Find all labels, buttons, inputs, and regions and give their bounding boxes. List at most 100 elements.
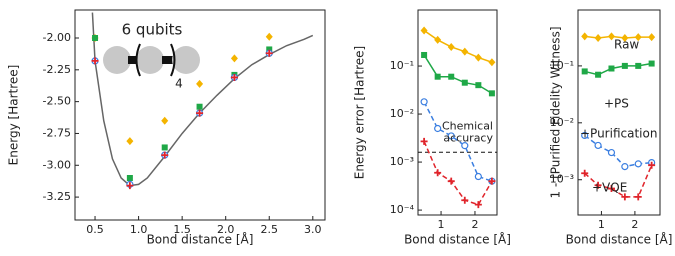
marker-square (448, 73, 455, 80)
y-tick-label: 10⁻² (390, 107, 414, 120)
marker-diamond (474, 53, 482, 62)
marker-plus (91, 57, 99, 65)
marker-circle (581, 131, 589, 140)
marker-plus (447, 177, 455, 185)
marker-plus (265, 49, 273, 57)
marker-square (581, 68, 588, 75)
marker-square (488, 90, 495, 97)
marker-diamond (161, 116, 169, 125)
x-tick-label: 2 (631, 218, 638, 231)
marker-diamond (434, 35, 442, 44)
annotation: accuracy (443, 131, 493, 144)
y-tick-label: 10⁻³ (550, 173, 574, 186)
y-tick-label: 10⁻¹ (390, 59, 414, 72)
x-tick-label: 2 (471, 218, 478, 231)
marker-square (621, 62, 628, 69)
marker-square (196, 103, 203, 110)
marker-circle (621, 163, 629, 171)
series-label: +Purification (580, 127, 657, 141)
marker-square (595, 71, 602, 78)
annotation: 6 qubits (122, 21, 183, 39)
marker-diamond (621, 33, 629, 42)
marker-square (475, 82, 482, 89)
x-axis-label: Bond distance [Å] (404, 232, 511, 247)
series-line (423, 141, 493, 206)
exact-curve (91, 12, 314, 187)
series-label: +PS (604, 97, 629, 111)
y-axis-label: Energy error [Hartree] (353, 46, 367, 180)
annotation: Chemical (442, 119, 493, 132)
marker-plus (634, 193, 642, 201)
marker-plus (488, 177, 496, 185)
plot-frame (417, 9, 498, 216)
marker-plus (474, 201, 482, 209)
marker-square (161, 144, 168, 151)
marker-diamond (265, 32, 273, 41)
x-axis-label: Bond distance [Å] (147, 232, 254, 247)
y-tick-label: -2.00 (43, 31, 71, 44)
marker-circle (434, 124, 442, 133)
marker-diamond (230, 54, 238, 63)
marker-square (421, 51, 428, 58)
marker-plus (607, 185, 615, 193)
x-tick-label: 1.0 (130, 223, 148, 236)
marker-square (608, 65, 615, 72)
marker-plus (594, 181, 602, 189)
y-tick-label: 10⁻¹ (550, 59, 574, 72)
y-tick-label: -2.25 (43, 63, 71, 76)
series-label: Raw (614, 38, 639, 52)
series-line (423, 54, 493, 94)
series-label: +VQE (592, 181, 627, 195)
marker-plus (230, 73, 238, 81)
marker-diamond (420, 26, 428, 35)
x-tick-label: 2.0 (217, 223, 235, 236)
x-axis-label: Bond distance [Å] (566, 232, 673, 247)
series-line (584, 164, 653, 198)
marker-plus (420, 137, 428, 145)
series-line (584, 62, 652, 76)
y-tick-label: -2.75 (43, 126, 71, 139)
y-axis-label: 1 - [Purified Fidelity Witness] (549, 26, 563, 198)
marker-square (434, 73, 441, 80)
marker-diamond (607, 32, 615, 41)
marker-diamond (634, 33, 642, 42)
plot-frame (577, 9, 661, 216)
plot-frame (74, 9, 326, 221)
plot-area (91, 12, 314, 190)
marker-square (635, 62, 642, 69)
x-tick-label: 0.5 (86, 223, 104, 236)
marker-diamond (594, 33, 602, 42)
marker-square (266, 46, 273, 53)
marker-diamond (461, 47, 469, 56)
marker-square (126, 175, 133, 181)
marker-circle (447, 132, 455, 140)
marker-diamond (447, 42, 455, 51)
marker-square (648, 60, 655, 67)
marker-diamond (126, 137, 134, 146)
x-tick-label: 3.0 (304, 223, 322, 236)
marker-square (461, 79, 468, 86)
marker-plus (126, 182, 134, 190)
marker-plus (621, 193, 629, 201)
annotation-subscript: 4 (175, 77, 183, 91)
marker-circle (594, 141, 602, 150)
y-tick-label: 10⁻⁴ (390, 203, 415, 216)
marker-square (92, 35, 99, 41)
y-axis-label: Energy [Hartree] (7, 65, 21, 166)
y-tick-label: 10⁻³ (390, 155, 414, 168)
plot-area (581, 32, 656, 201)
marker-diamond (581, 32, 589, 41)
marker-plus (461, 196, 469, 204)
marker-plus (196, 109, 204, 117)
plot-area (418, 26, 497, 209)
x-tick-label: 1 (598, 218, 605, 231)
x-tick-label: 1 (438, 218, 445, 231)
y-tick-label: -2.50 (43, 95, 71, 108)
x-tick-label: 2.5 (261, 223, 279, 236)
marker-circle (461, 142, 469, 150)
marker-plus (161, 151, 169, 159)
marker-circle (420, 98, 428, 106)
molecule-icon (103, 43, 200, 77)
marker-circle (634, 160, 642, 168)
